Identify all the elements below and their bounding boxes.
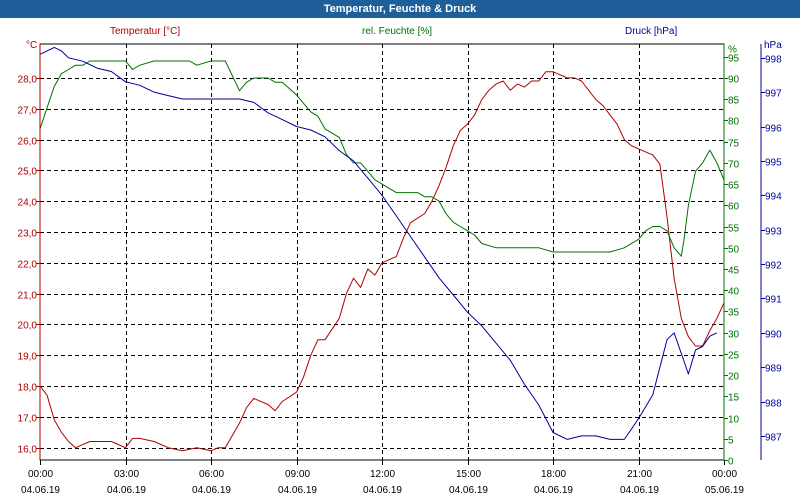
temperature-tick-label: 25,0 — [18, 167, 38, 178]
x-date-label: 04.06.19 — [278, 485, 317, 496]
pressure-tick-label: 989 — [765, 364, 782, 375]
pressure-tick-label: 996 — [765, 124, 782, 135]
humidity-tick-label: 70 — [728, 160, 740, 171]
pressure-tick-label: 990 — [765, 330, 782, 341]
legend-humidity: rel. Feuchte [%] — [362, 26, 432, 37]
humidity-series-line — [39, 60, 725, 257]
temperature-tick-label: 24,0 — [18, 198, 38, 209]
temperature-series-line — [39, 71, 725, 452]
humidity-tick-label: 55 — [728, 224, 740, 235]
pressure-tick-label: 991 — [765, 295, 782, 306]
humidity-tick-label: 85 — [728, 96, 740, 107]
x-date-label: 04.06.19 — [192, 485, 231, 496]
x-tick-label: 00:00 — [28, 469, 53, 480]
temperature-tick-label: 17,0 — [18, 414, 38, 425]
pressure-tick-label: 997 — [765, 89, 782, 100]
temperature-tick-label: 19,0 — [18, 352, 38, 363]
pressure-tick-label: 988 — [765, 399, 782, 410]
legend-temperature: Temperatur [°C] — [110, 26, 180, 37]
x-tick-label: 03:00 — [114, 469, 139, 480]
pressure-tick-label: 994 — [765, 192, 782, 203]
temperature-tick-label: 18,0 — [18, 383, 38, 394]
x-tick-label: 15:00 — [456, 469, 481, 480]
pressure-tick-label: 987 — [765, 433, 782, 444]
temperature-tick-label: 21,0 — [18, 291, 38, 302]
humidity-tick-label: 0 — [728, 457, 734, 468]
temperature-unit: °C — [26, 40, 37, 51]
temperature-tick-label: 26,0 — [18, 137, 38, 148]
pressure-tick-label: 993 — [765, 227, 782, 238]
series-lines — [39, 46, 725, 452]
temperature-tick-label: 20,0 — [18, 321, 38, 332]
line-chart: Temperatur [°C] rel. Feuchte [%] Druck [… — [18, 26, 783, 496]
temperature-tick-label: 27,0 — [18, 106, 38, 117]
humidity-tick-label: 75 — [728, 139, 740, 150]
humidity-unit: % — [728, 45, 737, 56]
humidity-tick-label: 15 — [728, 393, 740, 404]
axis-labels: Temperatur [°C] rel. Feuchte [%] Druck [… — [18, 26, 783, 496]
x-date-label: 04.06.19 — [620, 485, 659, 496]
humidity-tick-label: 90 — [728, 75, 740, 86]
pressure-series-line — [39, 46, 718, 440]
x-date-label: 05.06.19 — [705, 485, 744, 496]
humidity-tick-label: 50 — [728, 245, 740, 256]
humidity-tick-label: 10 — [728, 415, 740, 426]
x-date-label: 04.06.19 — [449, 485, 488, 496]
x-tick-label: 09:00 — [285, 469, 310, 480]
humidity-tick-label: 25 — [728, 351, 740, 362]
humidity-tick-label: 60 — [728, 202, 740, 213]
humidity-tick-label: 35 — [728, 308, 740, 319]
temperature-tick-label: 28,0 — [18, 75, 38, 86]
pressure-tick-label: 995 — [765, 158, 782, 169]
x-tick-label: 06:00 — [199, 469, 224, 480]
humidity-tick-label: 20 — [728, 372, 740, 383]
x-tick-label: 00:00 — [712, 469, 737, 480]
temperature-tick-label: 22,0 — [18, 260, 38, 271]
humidity-tick-label: 65 — [728, 181, 740, 192]
x-date-label: 04.06.19 — [363, 485, 402, 496]
legend-pressure: Druck [hPa] — [625, 26, 677, 37]
temperature-tick-label: 16,0 — [18, 445, 38, 456]
humidity-tick-label: 5 — [728, 436, 734, 447]
x-date-label: 04.06.19 — [534, 485, 573, 496]
x-tick-label: 12:00 — [370, 469, 395, 480]
pressure-tick-label: 992 — [765, 261, 782, 272]
humidity-tick-label: 40 — [728, 287, 740, 298]
axes — [36, 44, 765, 465]
chart-title: Temperatur, Feuchte & Druck — [0, 0, 800, 18]
x-tick-label: 18:00 — [541, 469, 566, 480]
humidity-tick-label: 30 — [728, 330, 740, 341]
x-date-label: 04.06.19 — [107, 485, 146, 496]
pressure-unit: hPa — [764, 40, 782, 51]
x-tick-label: 21:00 — [627, 469, 652, 480]
humidity-tick-label: 45 — [728, 266, 740, 277]
temperature-tick-label: 23,0 — [18, 229, 38, 240]
x-date-label: 04.06.19 — [21, 485, 60, 496]
pressure-tick-label: 998 — [765, 55, 782, 66]
humidity-tick-label: 80 — [728, 117, 740, 128]
humidity-tick-label: 95 — [728, 54, 740, 65]
